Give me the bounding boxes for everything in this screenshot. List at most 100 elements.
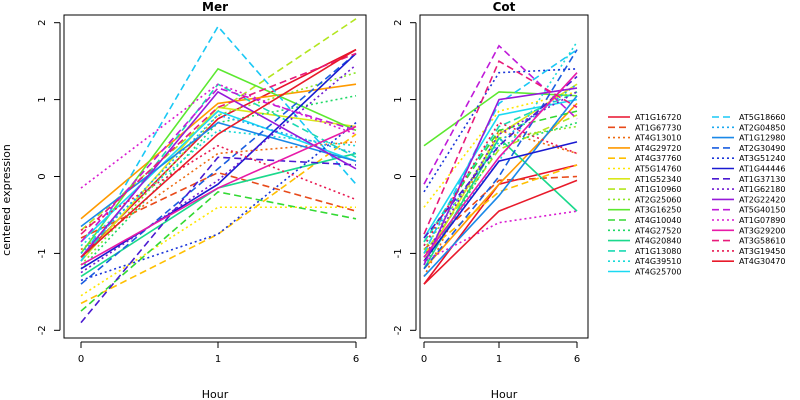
series-line-at4g30470 <box>80 48 357 258</box>
legend-label: AT4G27520 <box>635 226 681 235</box>
series-line-at1g44446 <box>80 52 357 270</box>
x-axis-label: Hour <box>491 388 518 400</box>
axes: 0 1 6 -2 -1 0 1 2 <box>37 20 359 365</box>
y-tick-label: 1 <box>37 96 48 102</box>
legend-label: AT2G30490 <box>739 144 785 153</box>
legend-label: AT3G29200 <box>739 226 785 235</box>
series-line-at5g14760 <box>80 206 356 297</box>
y-tick-label: 2 <box>37 20 48 26</box>
legend-label: AT4G37760 <box>635 154 681 163</box>
legend-label: AT4G29720 <box>635 144 681 153</box>
y-tick-label: -2 <box>37 325 48 335</box>
series-line-at3g19450 <box>80 144 357 232</box>
series-line-at5g40150 <box>423 44 578 185</box>
x-tick-label: 6 <box>353 354 359 365</box>
x-tick-label: 1 <box>215 354 221 365</box>
series-line-at1g44446 <box>423 141 578 262</box>
legend-label: AT1G16720 <box>635 113 681 122</box>
series-line-at1g37130 <box>423 75 578 239</box>
series-line-at5g18660 <box>80 25 357 262</box>
series-line-at4g37760 <box>80 133 357 305</box>
y-tick-label: -2 <box>393 325 404 335</box>
series-line-at5g14760 <box>423 91 578 208</box>
x-tick-label: 0 <box>78 354 84 365</box>
x-tick-label: 1 <box>496 354 502 365</box>
series-line-at1g12980 <box>423 95 578 278</box>
x-tick-label: 0 <box>421 354 427 365</box>
y-axis-label: centered expression <box>0 144 13 256</box>
series-line-at1g07890 <box>80 83 357 189</box>
series-line-at2g30490 <box>80 52 357 285</box>
series-line-at2g04850 <box>80 114 357 254</box>
series-line-at4g29720 <box>80 83 357 220</box>
legend-label: AT4G30470 <box>739 257 785 266</box>
legend-label: AT1G67730 <box>635 123 681 132</box>
plot-frame <box>419 14 589 339</box>
panel-title: Mer <box>202 0 228 14</box>
legend-label: AT4G25700 <box>635 268 681 277</box>
series-line-at3g29200 <box>423 72 578 258</box>
legend-label: AT4G20840 <box>635 237 681 246</box>
legend-label: AT5G14760 <box>635 165 681 174</box>
legend-label: AT2G22420 <box>739 195 785 204</box>
axes: 0 1 6 -2 -1 0 1 2 <box>393 20 580 365</box>
legend-label: AT3G16250 <box>635 206 681 215</box>
y-tick-label: 2 <box>393 20 404 26</box>
legend-label: AT1G52340 <box>635 175 681 184</box>
y-tick-label: 1 <box>393 96 404 102</box>
plot-frame <box>63 14 367 339</box>
series-line-at1g62180 <box>80 64 357 274</box>
series-line-at3g19450 <box>423 121 578 247</box>
legend-label: AT1G62180 <box>739 185 785 194</box>
y-tick-label: 0 <box>393 173 404 179</box>
legend-label: AT1G13080 <box>635 247 681 256</box>
legend-label: AT2G25060 <box>635 195 681 204</box>
series-line-at1g37130 <box>80 156 357 324</box>
panel-title: Cot <box>493 0 516 14</box>
series-line-at4g10040 <box>80 191 357 312</box>
y-tick-label: -1 <box>37 248 48 258</box>
legend: AT1G16720AT1G67730AT4G13010AT4G29720AT4G… <box>608 113 785 277</box>
panel-cot: Cot Hour 0 1 6 -2 -1 0 1 2 <box>393 0 589 400</box>
legend-label: AT4G13010 <box>635 134 681 143</box>
series-line-at5g40150 <box>80 87 357 243</box>
series-line-at3g51240 <box>423 68 578 193</box>
series-lines <box>423 41 578 285</box>
series-line-at4g13010 <box>80 141 357 251</box>
series-lines <box>80 18 357 324</box>
series-line-at4g25700 <box>80 110 357 243</box>
legend-label: AT3G19450 <box>739 247 785 256</box>
legend-label: AT1G44446 <box>739 165 785 174</box>
legend-label: AT2G04850 <box>739 123 785 132</box>
legend-label: AT1G07890 <box>739 216 785 225</box>
series-line-at1g12980 <box>80 121 357 228</box>
y-tick-label: -1 <box>393 248 404 258</box>
panel-mer: Mer Hour 0 1 6 -2 -1 0 1 2 <box>37 0 367 400</box>
series-line-at3g29200 <box>80 125 357 266</box>
legend-label: AT5G40150 <box>739 206 785 215</box>
series-line-at1g16720 <box>80 48 357 258</box>
x-tick-label: 6 <box>574 354 580 365</box>
y-tick-label: 0 <box>37 173 48 179</box>
series-line-at4g25700 <box>423 98 578 239</box>
legend-label: AT1G12980 <box>739 134 785 143</box>
series-line-at2g22420 <box>80 90 357 258</box>
legend-label: AT3G51240 <box>739 154 785 163</box>
legend-label: AT1G10960 <box>635 185 681 194</box>
legend-label: AT4G10040 <box>635 216 681 225</box>
series-line-at2g30490 <box>423 49 578 270</box>
series-line-at1g52340 <box>80 106 357 262</box>
legend-label: AT4G39510 <box>635 257 681 266</box>
series-line-at3g16250 <box>423 91 578 147</box>
series-line-at1g07890 <box>423 210 578 262</box>
legend-label: AT5G18660 <box>739 113 785 122</box>
x-axis-label: Hour <box>202 388 229 400</box>
legend-label: AT3G58610 <box>739 237 785 246</box>
series-line-at4g30470 <box>423 179 578 285</box>
series-line-at3g58610 <box>423 59 578 235</box>
series-line-at5g18660 <box>423 48 578 254</box>
series-line-at2g22420 <box>423 87 578 266</box>
legend-label: AT1G37130 <box>739 175 785 184</box>
